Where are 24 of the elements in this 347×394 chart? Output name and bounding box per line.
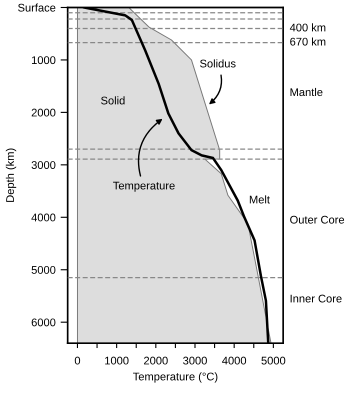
x-axis-title: Temperature (°C) <box>133 372 218 383</box>
x-tick-label: 4000 <box>222 356 246 365</box>
ref-line-label: 670 km <box>290 37 326 46</box>
ref-line-label: 400 km <box>290 23 326 32</box>
y-tick-label: 1000 <box>32 56 56 64</box>
annotation: Solidus <box>200 59 236 68</box>
annotation: Solid <box>101 96 125 104</box>
y-tick-label: 6000 <box>32 318 56 326</box>
annotation: Melt <box>250 195 270 204</box>
y-tick-label: 4000 <box>31 214 56 222</box>
x-tick-label: 5000 <box>261 356 286 365</box>
y-tick-label: 3000 <box>32 161 56 169</box>
x-tick-label: 1000 <box>105 356 129 365</box>
x-tick-label: 2000 <box>144 356 168 365</box>
text: Inner Core <box>290 294 342 303</box>
y-tick-label: 2000 <box>32 108 56 117</box>
annotation: Temperature <box>113 182 175 192</box>
y-tick-label: Surface <box>18 3 56 12</box>
text: Mantle <box>290 88 322 96</box>
x-tick-label: 3000 <box>183 356 207 365</box>
x-tick-label: 0 <box>74 356 80 365</box>
text: Outer Core <box>290 216 344 224</box>
y-tick-label: 5000 <box>32 266 56 274</box>
y-axis-title: Depth (km) <box>6 148 16 202</box>
